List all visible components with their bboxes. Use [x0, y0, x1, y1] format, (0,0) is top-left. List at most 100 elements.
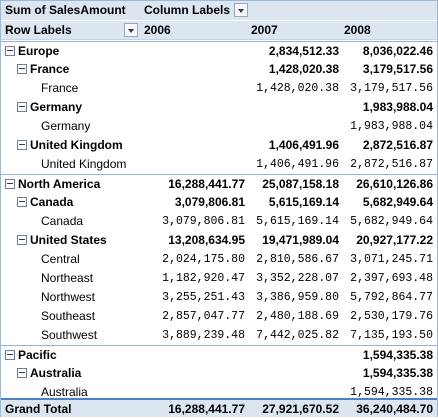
row-label: Australia [41, 383, 135, 402]
row-label: United Kingdom [41, 155, 135, 174]
value-cell-2008: 5,682,949.64 [362, 195, 433, 209]
value-cell-2006 [135, 346, 245, 365]
value-cell-2007: 5,615,169.14 [256, 215, 339, 228]
value-cell-2007 [247, 117, 339, 136]
row-label-text: North America [18, 177, 101, 191]
row-label-text: Northeast [41, 271, 94, 285]
row-label-text: Pacific [18, 348, 57, 362]
collapse-icon[interactable] [17, 234, 27, 245]
row-label-text: Germany [30, 100, 83, 114]
value-cell-2006: 3,079,806.81 [162, 215, 245, 228]
row-label: United Kingdom [17, 136, 135, 155]
value-cell-2008: 3,179,517.56 [362, 62, 433, 76]
value-cell-2006 [135, 98, 245, 117]
value-cell-2006: 13,208,634.95 [168, 233, 245, 247]
collapse-icon[interactable] [5, 45, 15, 56]
value-cell-2008: 1,983,988.04 [362, 100, 433, 114]
value-cell-2008: 7,135,193.50 [350, 329, 433, 342]
row-labels-header: Row Labels [5, 23, 72, 37]
value-cell-2006 [135, 136, 245, 155]
year-header-2006: 2006 [144, 23, 171, 37]
value-cell-2008: 5,682,949.64 [350, 215, 433, 228]
region-row: Pacific 1,594,335.38 [1, 345, 437, 364]
row-label: Canada [41, 212, 135, 231]
collapse-icon[interactable] [5, 178, 15, 189]
value-cell-2006 [135, 42, 245, 61]
row-label-text: Australia [30, 366, 82, 380]
row-label: Southwest [41, 326, 135, 345]
value-cell-2007: 1,428,020.38 [256, 82, 339, 95]
value-cell-2007: 2,810,586.67 [256, 253, 339, 266]
detail-row: Southeast 2,857,047.77 2,480,188.69 2,530,1… [1, 307, 437, 326]
row-label-text: Canada [30, 195, 74, 209]
value-cell-2007: 3,386,959.80 [256, 291, 339, 304]
value-cell-2006: 2,857,047.77 [162, 310, 245, 323]
value-cell-2007: 5,615,169.14 [268, 195, 339, 209]
value-cell-2006 [135, 79, 245, 98]
value-cell-2008: 20,927,177.22 [356, 233, 433, 247]
grand-total-2006: 16,288,441.77 [168, 402, 245, 416]
country-row: Australia 1,594,335.38 [1, 364, 437, 383]
value-cell-2008: 1,594,335.38 [362, 348, 433, 362]
grand-total-2007: 27,921,670.52 [262, 402, 339, 416]
row-label: France [17, 60, 135, 79]
collapse-icon[interactable] [17, 367, 27, 378]
row-label: France [41, 79, 135, 98]
row-label: Southeast [41, 307, 135, 326]
collapse-icon[interactable] [17, 196, 27, 207]
year-header-2008: 2008 [344, 23, 371, 37]
year-header-2007: 2007 [251, 23, 278, 37]
value-cell-2006 [135, 155, 245, 174]
detail-row: Northeast 1,182,920.47 3,352,228.07 2,397,6… [1, 269, 437, 288]
detail-row: Germany 1,983,988.04 [1, 117, 437, 136]
row-label: Germany [17, 98, 135, 117]
value-cell-2008: 2,872,516.87 [362, 138, 433, 152]
row-label-text: France [41, 81, 79, 95]
collapse-icon[interactable] [17, 101, 27, 112]
value-cell-2006 [135, 60, 245, 79]
detail-row: Canada 3,079,806.81 5,615,169.14 5,682,949.… [1, 212, 437, 231]
value-cell-2007: 2,834,512.33 [268, 44, 339, 58]
pivot-header-row-2: Row Labels 2006 2007 2008 [1, 21, 437, 40]
value-cell-2008: 3,071,245.71 [350, 253, 433, 266]
column-labels-filter-dropdown[interactable] [234, 3, 248, 17]
country-row: United States 13,208,634.95 19,471,989.04 2… [1, 231, 437, 250]
row-label-text: Australia [41, 385, 88, 399]
value-cell-2006: 3,255,251.43 [162, 291, 245, 304]
value-cell-2008: 1,594,335.38 [350, 386, 433, 399]
value-cell-2008: 2,530,179.76 [350, 310, 433, 323]
region-row: Europe 2,834,512.33 8,036,022.46 [1, 41, 437, 60]
detail-row: Central 2,024,175.80 2,810,586.67 3,071,245… [1, 250, 437, 269]
collapse-icon[interactable] [5, 349, 15, 360]
value-cell-2007 [247, 364, 339, 383]
row-label-text: United Kingdom [41, 157, 127, 171]
value-cell-2006 [135, 117, 245, 136]
row-label-text: United States [30, 233, 107, 247]
value-cell-2008: 26,610,126.86 [356, 177, 433, 191]
value-cell-2008: 1,983,988.04 [350, 120, 433, 133]
value-cell-2006: 16,288,441.77 [168, 177, 245, 191]
value-cell-2006: 3,889,239.48 [162, 329, 245, 342]
country-row: Germany 1,983,988.04 [1, 98, 437, 117]
row-label-text: Southwest [41, 328, 98, 342]
value-cell-2006: 3,079,806.81 [174, 195, 245, 209]
value-cell-2008: 2,397,693.48 [350, 272, 433, 285]
row-label-text: Southeast [41, 309, 96, 323]
collapse-icon[interactable] [17, 139, 27, 150]
row-label-text: Germany [41, 119, 91, 133]
value-cell-2007: 25,087,158.18 [262, 177, 339, 191]
row-label-text: France [30, 62, 70, 76]
row-label-text: Europe [18, 44, 60, 58]
row-label-text: United Kingdom [30, 138, 123, 152]
row-label: United States [17, 231, 135, 250]
value-cell-2007: 1,428,020.38 [268, 62, 339, 76]
value-cell-2007: 1,406,491.96 [268, 138, 339, 152]
grand-total-label: Grand Total [5, 402, 72, 416]
row-labels-filter-dropdown[interactable] [124, 23, 138, 37]
collapse-icon[interactable] [17, 63, 27, 74]
row-label-text: Central [41, 252, 80, 266]
value-cell-2007 [247, 346, 339, 365]
grand-total-row: Grand Total 16,288,441.77 27,921,670.52 … [1, 398, 437, 417]
value-cell-2006: 2,024,175.80 [162, 253, 245, 266]
